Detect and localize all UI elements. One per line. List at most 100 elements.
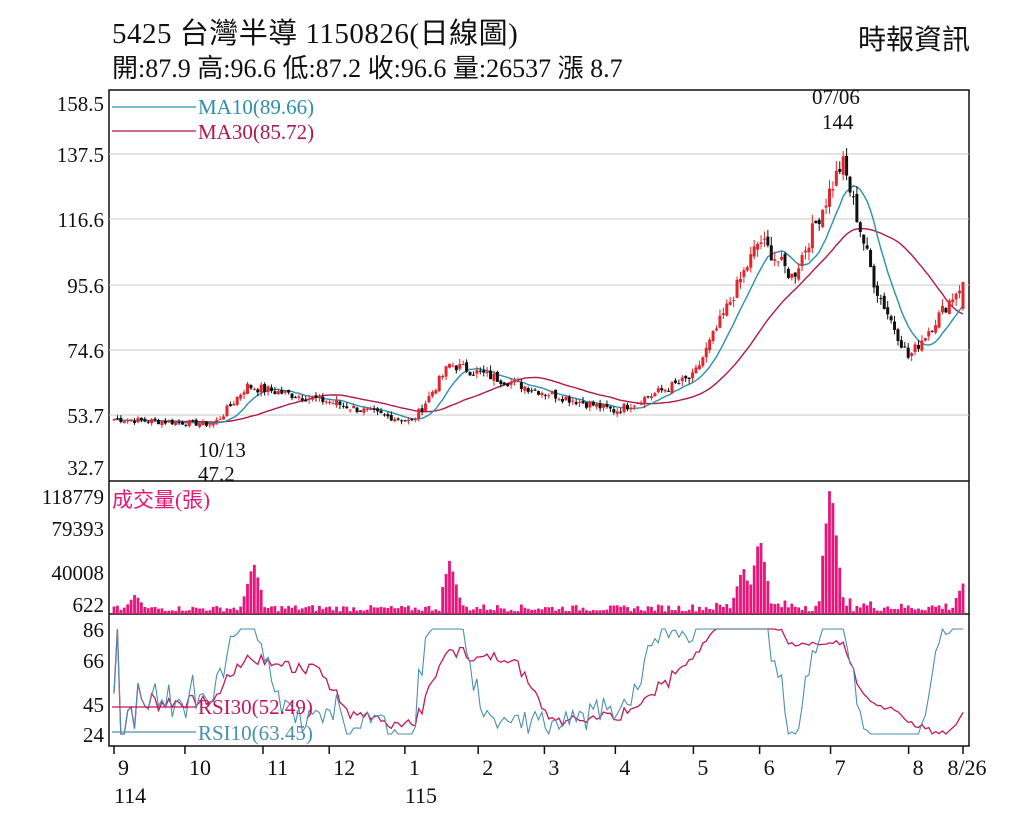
volume-bar xyxy=(318,605,321,614)
volume-bar xyxy=(944,603,948,614)
volume-bar xyxy=(537,608,540,614)
candle-body xyxy=(468,371,472,376)
candle-body xyxy=(269,387,273,392)
volume-bar xyxy=(232,607,236,614)
volume-bar xyxy=(766,581,770,614)
volume-bar xyxy=(643,610,647,614)
candle-body xyxy=(629,407,633,410)
volume-bar xyxy=(400,606,403,614)
volume-bar xyxy=(650,606,653,614)
volume-bar xyxy=(448,560,451,614)
candle-body xyxy=(557,399,561,401)
volume-bar xyxy=(626,607,629,614)
candle-body xyxy=(523,386,527,391)
volume-bar xyxy=(711,609,715,614)
volume-bar xyxy=(444,573,448,614)
candle-body xyxy=(879,298,883,300)
volume-bar xyxy=(205,610,208,614)
volume-bar xyxy=(345,606,349,614)
candle-body xyxy=(348,409,352,411)
candle-body xyxy=(136,417,140,423)
volume-bar xyxy=(489,609,492,614)
volume-tick-label: 79393 xyxy=(52,517,105,541)
volume-tick-label: 40008 xyxy=(52,561,105,585)
volume-bar xyxy=(745,580,749,614)
volume-bar xyxy=(889,608,893,614)
volume-bar xyxy=(937,605,941,614)
volume-bar xyxy=(855,605,859,614)
volume-bar xyxy=(674,610,677,614)
candle-body xyxy=(444,366,448,377)
volume-bar xyxy=(903,607,907,614)
volume-bar xyxy=(567,610,571,614)
candle-body xyxy=(790,273,794,278)
volume-bar xyxy=(198,608,201,614)
candle-body xyxy=(646,396,650,398)
x-year-label: 115 xyxy=(405,783,437,808)
volume-bar xyxy=(194,607,198,614)
volume-bar xyxy=(554,610,558,614)
ma10-layer xyxy=(113,184,964,425)
candle-body xyxy=(293,397,297,399)
candle-body xyxy=(783,253,787,267)
volume-bar xyxy=(934,606,938,614)
candle-body xyxy=(393,419,397,422)
volume-bar xyxy=(181,610,184,614)
volume-bar xyxy=(540,609,544,614)
volume-bar xyxy=(694,611,698,614)
volume-bar xyxy=(817,601,821,614)
volume-bar xyxy=(369,605,373,614)
price-tick-label: 53.7 xyxy=(67,404,104,428)
candle-body xyxy=(893,321,897,330)
volume-bar xyxy=(201,608,205,614)
volume-bar xyxy=(783,600,787,614)
volume-bar xyxy=(294,605,297,614)
candle-body xyxy=(940,305,944,313)
volume-bar xyxy=(543,607,547,614)
candle-body xyxy=(810,223,814,249)
candle-body xyxy=(574,402,578,405)
candle-body xyxy=(537,391,540,395)
candle-body xyxy=(218,418,222,420)
candle-body xyxy=(204,421,208,426)
volume-bar xyxy=(246,583,249,614)
volume-title: 成交量(張) xyxy=(112,488,210,512)
candle-body xyxy=(865,245,869,249)
candle-body xyxy=(951,299,955,303)
volume-bar xyxy=(756,546,759,614)
volume-bar xyxy=(824,523,828,614)
volume-bars xyxy=(112,491,965,614)
candle-body xyxy=(841,156,845,175)
volume-bar xyxy=(126,604,130,614)
volume-bar xyxy=(797,607,801,614)
volume-bar xyxy=(961,583,965,614)
volume-axis: 118779 79393 40008 622 xyxy=(42,485,104,617)
volume-bar xyxy=(523,607,527,614)
candle-body xyxy=(499,380,503,385)
volume-bar xyxy=(598,610,602,614)
volume-bar xyxy=(379,606,383,614)
volume-bar xyxy=(252,564,256,614)
ohlc-summary: 開:87.9 高:96.6 低:87.2 收:96.6 量:26537 漲 8.… xyxy=(112,54,623,83)
volume-bar xyxy=(304,607,308,614)
candle-body xyxy=(167,420,171,423)
volume-bar xyxy=(228,609,232,614)
volume-bar xyxy=(697,606,701,614)
x-month-label: 8/26 xyxy=(947,755,986,780)
candle-body xyxy=(489,370,493,380)
volume-bar xyxy=(663,611,667,614)
volume-bar xyxy=(167,610,171,614)
volume-bar xyxy=(218,607,222,614)
volume-bar xyxy=(574,605,578,614)
volume-bar xyxy=(437,610,441,614)
volume-bar xyxy=(372,607,376,614)
volume-bar xyxy=(324,607,328,614)
legend-ma10-label: MA10(89.66) xyxy=(198,95,314,119)
candle-body xyxy=(338,401,342,405)
candle-body xyxy=(673,380,677,384)
candle-body xyxy=(115,418,119,420)
candle-body xyxy=(382,414,386,416)
plot-frame xyxy=(108,89,970,747)
source-label: 時報資訊 xyxy=(857,25,970,56)
ma10-line xyxy=(113,184,964,425)
